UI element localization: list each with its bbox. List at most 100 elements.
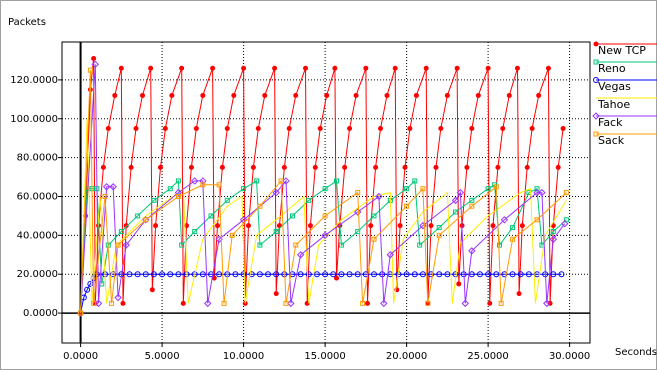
marker [444,92,450,98]
marker [538,188,546,197]
marker [180,300,186,306]
y-tick-label: 40.0000 [17,230,58,241]
x-tick-label: 15.0000 [304,351,345,362]
marker [174,188,183,197]
marker [102,183,111,191]
marker [362,271,369,278]
marker [338,271,345,278]
marker [436,232,442,238]
marker [224,125,230,131]
marker [100,164,106,170]
marker [142,271,149,278]
marker [324,92,330,98]
marker [229,232,235,238]
marker [380,299,388,308]
marker [273,228,279,234]
legend-label: Fack [598,116,623,129]
marker [255,125,261,131]
marker [403,271,410,278]
marker [519,223,525,229]
marker [444,271,451,278]
marker [469,125,475,131]
marker [417,242,423,248]
marker [224,197,230,203]
marker [411,271,418,278]
marker [84,286,91,293]
y-tick-label: 80.0000 [17,153,58,164]
x-tick-label: 20.0000 [386,351,427,362]
marker [549,235,558,243]
marker [493,271,500,278]
marker [550,271,557,278]
marker [153,223,159,229]
marker [514,65,520,71]
marker [278,178,284,184]
marker [469,203,475,209]
marker [208,213,214,219]
marker [355,190,361,196]
x-axis-label: Seconds [615,347,657,358]
marker [307,223,313,229]
y-axis-label: Packets [8,17,46,28]
marker [169,92,175,98]
legend-label: Reno [598,62,626,75]
marker [490,223,496,229]
legend: New TCP Reno Vegas Tahoe Fack Sack [592,41,657,147]
marker [368,223,374,229]
marker [322,271,329,278]
marker [179,65,185,71]
marker [200,92,206,98]
legend-label: Tahoe [597,98,630,111]
marker [558,271,565,278]
marker [529,125,535,131]
marker [425,300,431,306]
marker [334,178,340,184]
marker [497,242,503,248]
marker [248,271,255,278]
marker [179,242,185,248]
marker [433,164,439,170]
marker [78,310,84,316]
marker [534,217,540,223]
marker [378,125,384,131]
marker [464,164,470,170]
marker [281,164,287,170]
marker [283,300,289,306]
marker [91,56,97,62]
marker [386,251,395,259]
marker [469,197,475,203]
marker [317,125,323,131]
marker [123,223,129,229]
marker [122,241,130,249]
marker [175,178,181,184]
marker [338,242,344,248]
marker [293,242,299,248]
marker [115,242,121,248]
marker [312,164,318,170]
marker [272,65,278,71]
marker [517,271,524,278]
marker [109,300,115,306]
marker [188,164,194,170]
marker [286,125,292,131]
marker [436,271,443,278]
marker [257,203,263,209]
marker [204,299,212,308]
marker [354,271,361,278]
y-tick-label: 60.0000 [17,191,58,202]
marker [423,65,429,71]
marker [476,271,483,278]
marker [162,125,168,131]
series-line [80,70,567,314]
marker [456,281,462,287]
marker [167,186,173,192]
marker [148,65,154,71]
marker [322,186,328,192]
marker [438,125,444,131]
marker [397,223,403,229]
marker [134,271,141,278]
marker [593,59,599,65]
marker [231,92,237,98]
marker [593,77,599,83]
